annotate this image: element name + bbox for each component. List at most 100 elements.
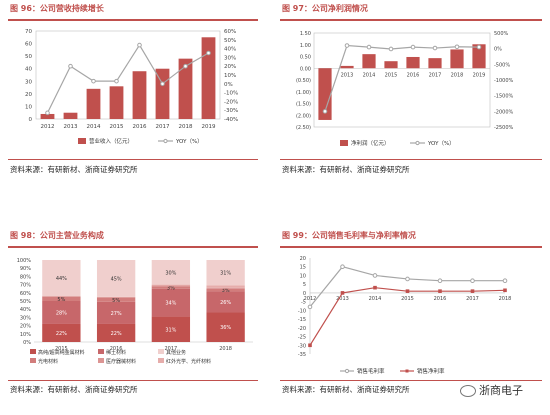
line-point [438, 289, 442, 293]
chart-panel-margins: 图 99：公司销售毛利率与净利率情况 -35 -30 -25 -20 -15 -10 -5 0… [280, 230, 542, 410]
stack-segment [206, 287, 245, 289]
stack-segment [42, 296, 81, 301]
data-label: 3% [167, 285, 175, 291]
y-left-tick-label: 70 [25, 29, 32, 35]
y-left-tick-label: 1.00 [300, 43, 311, 49]
stack-segment [42, 323, 81, 342]
line-point [470, 289, 475, 293]
legend-marker [415, 140, 420, 146]
legend-swatch [98, 358, 104, 363]
x-tick-label: 2018 [179, 124, 193, 130]
x-tick-label: 2013 [64, 124, 78, 130]
legend-marker [163, 138, 168, 144]
y-left-tick-label: 50 [25, 54, 32, 60]
bar [63, 112, 78, 119]
stack-segment [151, 316, 191, 342]
y-left-tick-label: 0.50 [300, 55, 311, 61]
data-label: 27% [111, 311, 122, 317]
x-tick-label: 2012 [304, 296, 317, 302]
stack-segment [206, 288, 245, 292]
legend-label: 光电材料 [38, 358, 58, 365]
y-tick-label: 10 [300, 273, 306, 279]
panel-title: 图 99：公司销售毛利率与净利率情况 [282, 231, 416, 240]
bar [472, 44, 486, 69]
y-tick-label: 90% [20, 266, 31, 272]
bar [40, 113, 55, 119]
source-note: 资料来源：有研新材、浙商证券研究所 [282, 385, 410, 394]
source-divider [280, 380, 542, 381]
y-tick-label: 20 [300, 256, 306, 262]
y-tick-label: -5 [301, 300, 306, 306]
line-point [160, 81, 165, 87]
y-right-tick-label: 0% [494, 47, 502, 53]
y-right-tick-label: 60% [224, 29, 236, 35]
x-tick-label: 2018 [219, 346, 232, 352]
bar [450, 49, 464, 69]
stack-segment [151, 284, 191, 286]
y-tick-label: 70% [20, 283, 31, 289]
stack-segment [96, 297, 136, 302]
line-point [340, 291, 345, 295]
source-note: 资料来源：有研新材、浙商证券研究所 [282, 165, 410, 174]
line-point [322, 109, 328, 114]
x-tick-label: 2015 [385, 72, 398, 78]
x-tick-label: 2016 [407, 72, 420, 78]
line-point [206, 50, 211, 56]
x-tick-label: 2019 [473, 72, 486, 78]
stack-segment [151, 260, 191, 285]
stack-segment [42, 260, 81, 297]
line-point [137, 42, 142, 48]
stack-segment [96, 296, 136, 298]
y-left-tick-label: 0.00 [300, 66, 311, 72]
x-tick-label: 2013 [341, 72, 354, 78]
x-tick-label: 2013 [336, 296, 349, 302]
legend-label: 稀土材料 [106, 349, 126, 356]
y-left-tick-label: 30 [25, 79, 32, 85]
line-point [410, 44, 416, 50]
y-right-tick-label: 30% [224, 55, 236, 61]
x-tick-label: 2015 [55, 346, 68, 352]
line-point [502, 278, 508, 283]
stack-segment [151, 285, 191, 287]
watermark: 浙商电子 [460, 382, 523, 398]
legend-label: 红外光学、光纤材料 [166, 358, 211, 365]
revenue-chart: 0 10 20 30 40 50 60 70 -40% -30% -20% -10% 0% 10% 20% 3… [25, 29, 238, 145]
panel-title-bar: 图 97：公司净利润情况 [280, 3, 542, 21]
y-right-tick-label: -20% [224, 99, 238, 105]
panel-title-bar: 图 99：公司销售毛利率与净利率情况 [280, 230, 542, 248]
line-point [340, 264, 345, 270]
y-left-tick-label: (0.50) [296, 78, 311, 84]
y-left-tick-label: (2.50) [296, 125, 311, 131]
legend-swatch [158, 358, 164, 363]
bar [384, 61, 398, 69]
stack-segment [206, 312, 245, 342]
y-right-tick-label: -1500% [494, 94, 514, 100]
legend-label: YOY（%） [175, 138, 203, 145]
y-tick-label: 100% [17, 258, 32, 264]
stack-segment [206, 291, 245, 313]
legend-swatch [98, 349, 104, 354]
bar [201, 37, 216, 119]
y-right-tick-label: -10% [224, 91, 238, 97]
data-label: 45% [111, 276, 122, 282]
line-point [405, 289, 410, 293]
business-mix-chart: 0% 10% 20% 30% 40% 50% 60% 70% 80% 90% 100% 22% 28% 5… [17, 258, 253, 365]
line-point [344, 43, 350, 48]
y-tick-label: 0% [23, 340, 31, 346]
bar [109, 86, 124, 119]
x-tick-label: 2015 [110, 124, 124, 130]
bar [406, 56, 420, 69]
y-right-tick-label: -1000% [494, 78, 514, 84]
stack-segment [96, 323, 136, 342]
data-label: 36% [220, 325, 231, 331]
y-right-tick-label: -30% [224, 108, 238, 114]
margins-chart: -35 -30 -25 -20 -15 -10 -5 0 5 10 15 20 2012 2013 2014… [298, 256, 512, 375]
y-left-tick-label: 20 [25, 92, 32, 98]
data-label: 44% [56, 276, 67, 282]
legend-label: 营业收入（亿元） [89, 137, 133, 145]
bar [132, 71, 147, 119]
x-tick-label: 2014 [87, 124, 101, 130]
data-label: 5% [57, 297, 65, 303]
y-tick-label: 60% [20, 291, 31, 297]
legend-swatch [30, 358, 36, 363]
